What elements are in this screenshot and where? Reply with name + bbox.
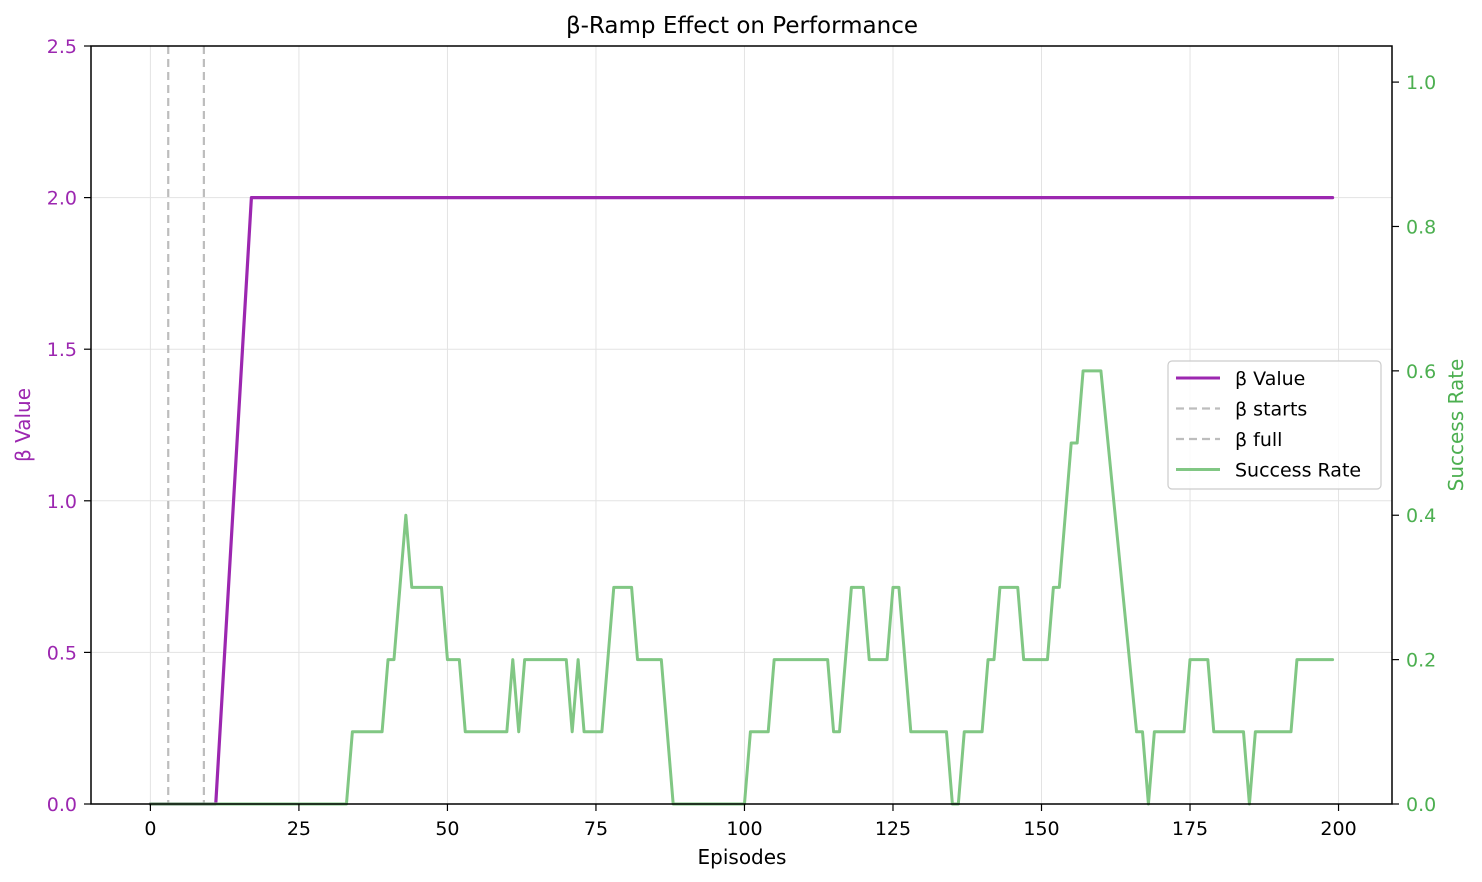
x-tick-label: 150 bbox=[1023, 818, 1059, 840]
legend-label: β starts bbox=[1235, 399, 1307, 421]
y-axis-right: 0.0 0.2 0.4 0.6 0.8 1.0 bbox=[1392, 72, 1436, 816]
series-line-success-rate bbox=[148, 369, 1335, 806]
legend: β Value β starts β full Success Rate bbox=[1167, 360, 1382, 490]
legend-box bbox=[1167, 360, 1382, 490]
y-left-tick-label: 1.5 bbox=[47, 339, 77, 361]
y-right-tick-label: 0.2 bbox=[1406, 650, 1436, 672]
x-tick-label: 25 bbox=[287, 818, 311, 840]
y-right-tick-label: 0.0 bbox=[1406, 794, 1436, 816]
x-axis: 0 25 50 75 100 125 150 175 200 bbox=[144, 804, 1357, 840]
x-tick-label: 0 bbox=[144, 818, 156, 840]
y-left-tick-label: 0.5 bbox=[47, 642, 77, 664]
legend-label: Success Rate bbox=[1235, 460, 1361, 482]
y-left-tick-label: 1.0 bbox=[47, 491, 77, 513]
y-left-tick-label: 2.0 bbox=[47, 188, 77, 210]
legend-label: β full bbox=[1235, 429, 1282, 451]
x-tick-label: 100 bbox=[726, 818, 762, 840]
plot-frame bbox=[90, 45, 1393, 805]
y-right-tick-label: 0.4 bbox=[1406, 505, 1436, 527]
y-axis-left: 0.0 0.5 1.0 1.5 2.0 2.5 bbox=[47, 36, 91, 816]
marker-lines bbox=[167, 46, 205, 804]
y-axis-left-label: β Value bbox=[11, 388, 35, 462]
y-axis-right-label: Success Rate bbox=[1444, 359, 1468, 492]
x-axis-label: Episodes bbox=[698, 845, 787, 869]
chart-title: β-Ramp Effect on Performance bbox=[566, 13, 918, 39]
legend-label: β Value bbox=[1235, 368, 1305, 390]
x-tick-label: 175 bbox=[1172, 818, 1208, 840]
x-tick-label: 125 bbox=[875, 818, 911, 840]
x-tick-label: 200 bbox=[1320, 818, 1356, 840]
y-left-tick-label: 0.0 bbox=[47, 794, 77, 816]
y-right-tick-label: 1.0 bbox=[1406, 72, 1436, 94]
x-tick-label: 75 bbox=[584, 818, 608, 840]
y-right-tick-label: 0.8 bbox=[1406, 216, 1436, 238]
y-left-tick-label: 2.5 bbox=[47, 36, 77, 58]
x-tick-label: 50 bbox=[435, 818, 459, 840]
y-right-tick-label: 0.6 bbox=[1406, 361, 1436, 383]
